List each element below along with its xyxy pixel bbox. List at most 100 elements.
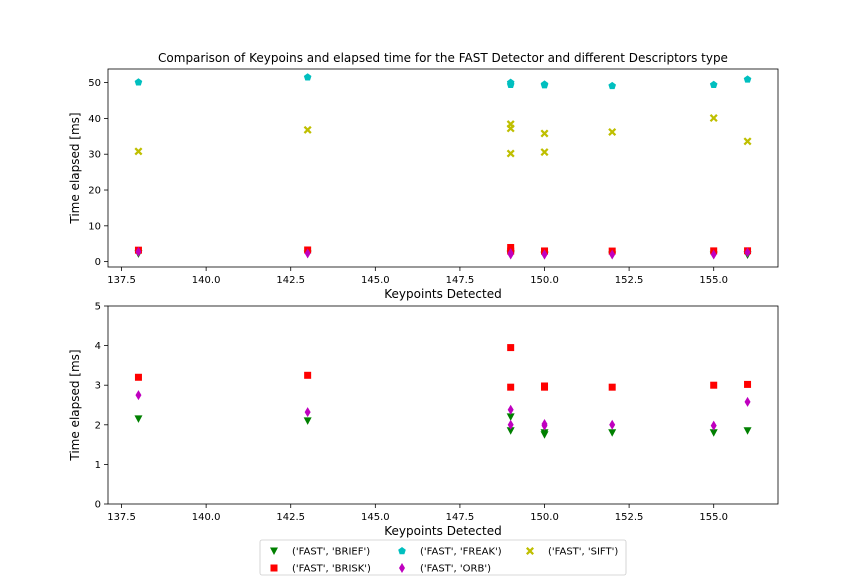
y-tick-label: 20 xyxy=(88,186,101,197)
y-tick-label: 0 xyxy=(95,500,101,511)
series-2 xyxy=(134,73,752,90)
bottom-chart: 137.5 140.0 142.5 145.0 147.5 150.0 152.5 155.0… xyxy=(68,302,779,538)
data-point xyxy=(506,413,515,421)
data-point xyxy=(507,419,514,430)
data-point xyxy=(743,427,752,435)
legend-frame xyxy=(259,539,627,576)
legend-marker xyxy=(526,547,534,555)
y-tick-label: 10 xyxy=(88,221,101,232)
legend-marker xyxy=(398,547,406,555)
data-point xyxy=(744,396,751,407)
y-tick-label: 1 xyxy=(95,460,101,471)
data-point xyxy=(506,120,515,129)
x-tick-label: 147.5 xyxy=(446,512,475,523)
x-axis-label: Keypoints Detected xyxy=(384,287,501,301)
plot-frame xyxy=(107,305,779,505)
x-tick-label: 145.0 xyxy=(361,275,390,286)
x-tick-label: 140.0 xyxy=(192,275,221,286)
data-point xyxy=(506,427,515,435)
x-tick-label: 155.0 xyxy=(699,512,728,523)
x-tick-label: 147.5 xyxy=(446,275,475,286)
data-point xyxy=(303,125,312,134)
series-4 xyxy=(134,114,752,158)
y-tick-label: 50 xyxy=(88,78,101,89)
data-point xyxy=(541,249,548,260)
series-3 xyxy=(135,246,751,260)
top-chart: 137.5 140.0 142.5 145.0 147.5 150.0 152.5 155.0… xyxy=(68,51,779,301)
data-point xyxy=(608,81,616,90)
y-tick-label: 2 xyxy=(95,420,101,431)
data-point xyxy=(608,383,616,391)
data-point xyxy=(608,128,617,137)
data-point xyxy=(540,80,549,88)
data-point xyxy=(135,390,142,401)
x-tick-label: 145.0 xyxy=(361,512,390,523)
data-point xyxy=(541,382,549,390)
y-tick-label: 40 xyxy=(88,114,101,125)
data-point xyxy=(609,249,616,260)
y-tick-label: 5 xyxy=(95,302,101,313)
y-tick-label: 4 xyxy=(95,341,101,352)
legend-label: ('FAST', 'BRISK') xyxy=(292,564,371,575)
data-point xyxy=(710,420,717,431)
legend-label: ('FAST', 'BRIEF') xyxy=(292,547,370,558)
y-tick-label: 30 xyxy=(88,150,101,161)
series-2 xyxy=(135,390,751,431)
legend-label: ('FAST', 'ORB') xyxy=(420,564,491,575)
x-tick-label: 155.0 xyxy=(699,275,728,286)
data-point xyxy=(710,249,717,260)
plot-area xyxy=(108,306,778,504)
legend-marker xyxy=(270,547,278,555)
data-point xyxy=(134,415,143,423)
x-tick-label: 142.5 xyxy=(276,275,305,286)
data-point xyxy=(743,137,752,146)
data-point xyxy=(541,419,548,430)
plot-frame xyxy=(107,68,779,268)
data-point xyxy=(507,243,515,251)
x-tick-label: 137.5 xyxy=(107,512,136,523)
data-point xyxy=(540,148,549,157)
x-tick-label: 150.0 xyxy=(530,275,559,286)
data-point xyxy=(744,380,752,388)
series-1 xyxy=(134,344,752,391)
data-point xyxy=(743,75,752,83)
data-point xyxy=(134,373,142,381)
data-point xyxy=(506,78,515,86)
data-point xyxy=(709,80,718,88)
legend-marker xyxy=(270,564,278,572)
data-point xyxy=(135,246,142,257)
data-point xyxy=(304,371,312,379)
x-tick-label: 152.5 xyxy=(615,512,644,523)
data-point xyxy=(134,147,143,156)
y-tick-label: 3 xyxy=(95,381,101,392)
legend-label: ('FAST', 'FREAK') xyxy=(420,547,502,558)
x-tick-label: 142.5 xyxy=(276,512,305,523)
data-point xyxy=(507,248,514,259)
data-point xyxy=(608,429,617,437)
chart-title: Comparison of Keypoins and elapsed time … xyxy=(158,51,728,65)
data-point xyxy=(506,149,515,158)
x-tick-label: 140.0 xyxy=(192,512,221,523)
data-point xyxy=(304,407,311,418)
legend-label: ('FAST', 'SIFT') xyxy=(548,547,618,558)
x-axis-label: Keypoints Detected xyxy=(384,524,501,538)
data-point xyxy=(709,429,718,437)
x-tick-label: 150.0 xyxy=(530,512,559,523)
series-0 xyxy=(134,413,752,439)
x-tick-label: 137.5 xyxy=(107,275,136,286)
data-point xyxy=(540,429,549,437)
y-tick-label: 0 xyxy=(95,257,101,268)
data-point xyxy=(507,404,514,415)
data-point xyxy=(744,247,751,258)
legend: ('FAST', 'BRIEF') ('FAST', 'BRISK') ('FAST… xyxy=(259,539,627,576)
x-tick-label: 152.5 xyxy=(615,275,644,286)
legend-marker xyxy=(399,563,405,573)
data-point xyxy=(507,344,515,352)
y-axis-label: Time elapsed [ms] xyxy=(68,112,82,224)
y-axis-label: Time elapsed [ms] xyxy=(68,349,82,461)
plot-area xyxy=(108,69,778,267)
data-point xyxy=(709,114,718,123)
data-point xyxy=(303,417,312,425)
data-point xyxy=(609,419,616,430)
